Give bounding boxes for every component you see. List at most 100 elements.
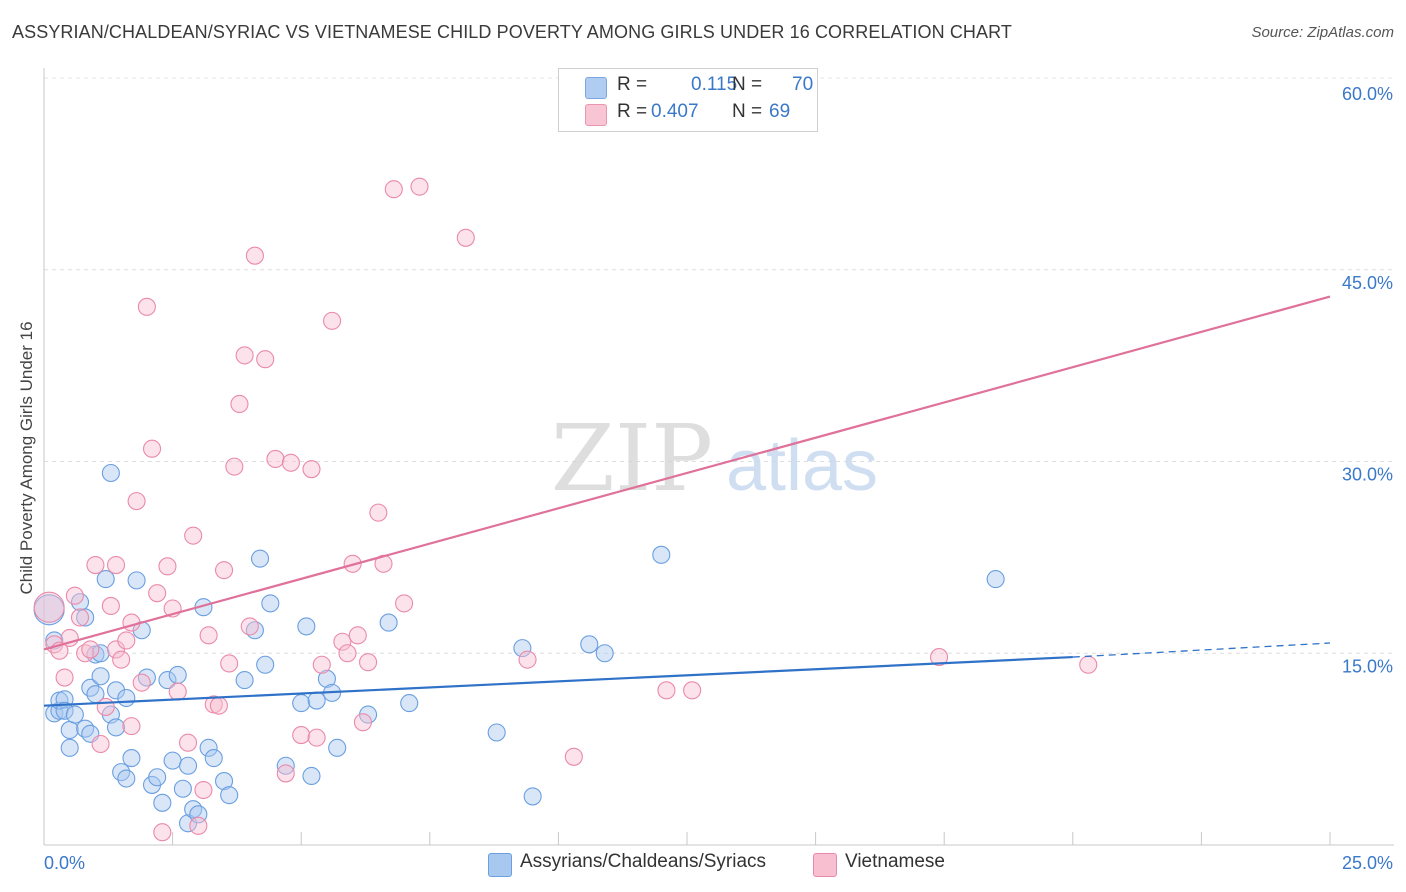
scatter-point: [276, 764, 295, 783]
scatter-point: [101, 463, 120, 483]
scatter-point: [55, 668, 74, 687]
scatter-point: [122, 749, 141, 768]
scatter-point: [163, 751, 182, 770]
legend-n-value: 70: [792, 74, 814, 95]
scatter-point: [353, 713, 372, 732]
x-tick-label: 25.0%: [1342, 853, 1393, 873]
scatter-point: [220, 786, 239, 805]
legend-r-label: R =: [617, 74, 648, 95]
scatter-point: [101, 596, 120, 616]
scatter-point: [158, 671, 177, 690]
scatter-point: [65, 586, 84, 605]
scatter-point: [266, 449, 285, 468]
correlation-legend: R = 0.115 N = 70 R = 0.407 N = 69: [558, 68, 818, 132]
scatter-point: [76, 608, 95, 627]
scatter-point: [338, 644, 357, 663]
scatter-point: [410, 177, 429, 196]
scatter-point: [564, 747, 583, 766]
scatter-point: [199, 626, 218, 645]
legend-n-label: N =: [732, 74, 763, 95]
series-assyrian-points: [33, 463, 1005, 833]
bottom-legend-swatch-pink: [813, 853, 837, 877]
scatter-point: [122, 613, 141, 632]
scatter-point: [235, 671, 254, 690]
scatter-point: [302, 460, 321, 479]
scatter-point: [112, 650, 131, 669]
scatter-point: [173, 779, 192, 798]
bottom-legend-label: Vietnamese: [845, 851, 945, 872]
scatter-point: [33, 591, 65, 623]
scatter-point: [117, 769, 136, 788]
scatter-point: [297, 617, 316, 636]
scatter-point: [312, 655, 331, 674]
axes: [43, 68, 1394, 846]
scatter-point: [91, 734, 110, 754]
scatter-point: [148, 768, 167, 787]
scatter-point: [209, 696, 228, 715]
trend-line: [43, 655, 1073, 707]
scatter-point: [930, 648, 949, 667]
scatter-point: [127, 492, 146, 511]
scatter-point: [580, 635, 599, 654]
scatter-point: [307, 728, 326, 747]
legend-r-value: 0.115: [691, 74, 738, 95]
scatter-point: [76, 719, 95, 738]
y-tick-label: 15.0%: [1342, 656, 1393, 676]
scatter-point: [178, 814, 198, 833]
scatter-point: [487, 723, 506, 742]
scatter-point: [456, 228, 475, 247]
scatter-point: [106, 555, 126, 575]
scatter-point: [333, 632, 352, 651]
scatter-point: [55, 701, 74, 720]
chart-title: ASSYRIAN/CHALDEAN/SYRIAC VS VIETNAMESE C…: [12, 22, 1012, 42]
scatter-point: [91, 667, 110, 686]
scatter-point: [132, 673, 151, 692]
scatter-point: [256, 350, 275, 369]
scatter-point: [65, 705, 84, 724]
trend-line: [43, 295, 1331, 651]
legend-r-value: 0.407: [651, 101, 699, 122]
scatter-point: [261, 594, 280, 613]
scatter-point: [153, 823, 172, 842]
scatter-point: [81, 640, 100, 659]
scatter-point: [240, 617, 259, 636]
tick-labels: 15.0% 30.0% 45.0% 60.0% 0.0% 25.0%: [44, 84, 1393, 873]
scatter-point: [70, 608, 90, 627]
legend-n-value: 69: [769, 101, 791, 122]
scatter-point: [317, 669, 336, 688]
scatter-point: [86, 555, 105, 575]
scatter-point: [369, 503, 388, 522]
legend-swatch-pink: [585, 104, 607, 126]
y-tick-label: 60.0%: [1342, 84, 1393, 104]
scatter-point: [307, 691, 326, 710]
scatter-point: [652, 545, 671, 564]
scatter-point: [50, 701, 69, 720]
legend-r-label: R =: [617, 101, 648, 122]
y-tick-label: 30.0%: [1342, 465, 1393, 485]
scatter-point: [214, 561, 234, 580]
scatter-point: [986, 570, 1005, 589]
scatter-point: [184, 526, 203, 545]
scatter-point: [178, 756, 198, 775]
scatter-point: [348, 626, 367, 645]
x-tick-label: 0.0%: [44, 853, 85, 873]
bottom-legend-label: Assyrians/Chaldeans/Syriacs: [520, 851, 767, 872]
scatter-point: [302, 766, 321, 786]
scatter-point: [122, 717, 141, 736]
scatter-point: [250, 549, 270, 568]
scatter-point: [225, 457, 244, 476]
scatter-point: [256, 655, 275, 674]
scatter-point: [379, 613, 398, 632]
scatter-point: [220, 654, 239, 673]
scatter-point: [513, 639, 532, 658]
scatter-point: [235, 346, 254, 365]
scatter-point: [245, 246, 264, 265]
scatter-point: [158, 557, 177, 576]
trend-line-extension: [1072, 642, 1331, 658]
scatter-point: [400, 694, 419, 713]
scatter-point: [683, 681, 702, 700]
scatter-point: [178, 733, 198, 752]
scatter-point: [148, 584, 167, 603]
source-label: Source: ZipAtlas.com: [1251, 24, 1394, 41]
